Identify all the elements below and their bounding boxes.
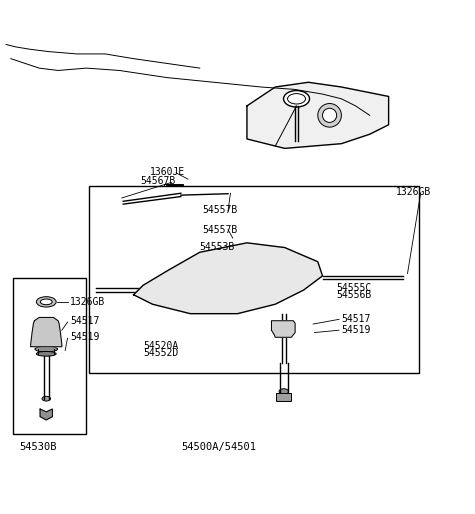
Ellipse shape <box>284 90 310 107</box>
Text: 54519: 54519 <box>342 325 371 335</box>
Text: 54517: 54517 <box>70 316 99 326</box>
Ellipse shape <box>223 248 238 271</box>
Polygon shape <box>31 318 62 347</box>
Text: 54520A: 54520A <box>143 341 178 351</box>
Ellipse shape <box>118 283 125 295</box>
Ellipse shape <box>351 264 370 292</box>
Ellipse shape <box>103 281 113 298</box>
Ellipse shape <box>287 94 305 104</box>
Text: 54567B: 54567B <box>141 176 176 187</box>
Circle shape <box>114 194 130 211</box>
Ellipse shape <box>115 279 128 299</box>
Text: 54519: 54519 <box>70 332 99 342</box>
Bar <box>89 186 419 373</box>
Ellipse shape <box>402 274 408 283</box>
Ellipse shape <box>284 323 304 328</box>
Text: 54557B: 54557B <box>202 205 238 215</box>
Circle shape <box>323 108 337 122</box>
Circle shape <box>318 103 342 127</box>
Bar <box>276 393 291 401</box>
Ellipse shape <box>284 330 305 335</box>
Text: 54517: 54517 <box>342 315 371 324</box>
Bar <box>332 269 379 288</box>
Text: 54555C: 54555C <box>337 283 372 292</box>
Text: 54552D: 54552D <box>143 348 178 358</box>
Text: 54553B: 54553B <box>200 242 235 252</box>
Circle shape <box>102 188 123 208</box>
Text: 1326GB: 1326GB <box>396 187 431 197</box>
Bar <box>13 278 86 434</box>
Circle shape <box>238 291 256 308</box>
Bar <box>103 276 138 300</box>
Polygon shape <box>133 243 323 314</box>
Ellipse shape <box>355 269 365 287</box>
Text: 54530B: 54530B <box>19 442 57 452</box>
Ellipse shape <box>278 358 289 364</box>
Text: 1360JE: 1360JE <box>150 167 185 177</box>
Text: 54556B: 54556B <box>337 290 372 300</box>
Ellipse shape <box>36 352 56 356</box>
Text: 1326GB: 1326GB <box>70 297 105 307</box>
Ellipse shape <box>40 299 52 305</box>
Ellipse shape <box>400 271 410 286</box>
Polygon shape <box>272 321 295 337</box>
Polygon shape <box>40 409 52 420</box>
Ellipse shape <box>226 252 235 266</box>
Bar <box>164 184 183 203</box>
Text: 54557B: 54557B <box>202 225 238 234</box>
Bar <box>166 185 182 201</box>
Circle shape <box>107 192 118 204</box>
Circle shape <box>287 269 301 283</box>
Text: 54500A/54501: 54500A/54501 <box>181 442 256 452</box>
Ellipse shape <box>227 188 234 199</box>
Ellipse shape <box>36 297 56 307</box>
Ellipse shape <box>279 389 288 394</box>
Ellipse shape <box>35 346 57 352</box>
Polygon shape <box>247 82 389 149</box>
Ellipse shape <box>42 396 50 401</box>
